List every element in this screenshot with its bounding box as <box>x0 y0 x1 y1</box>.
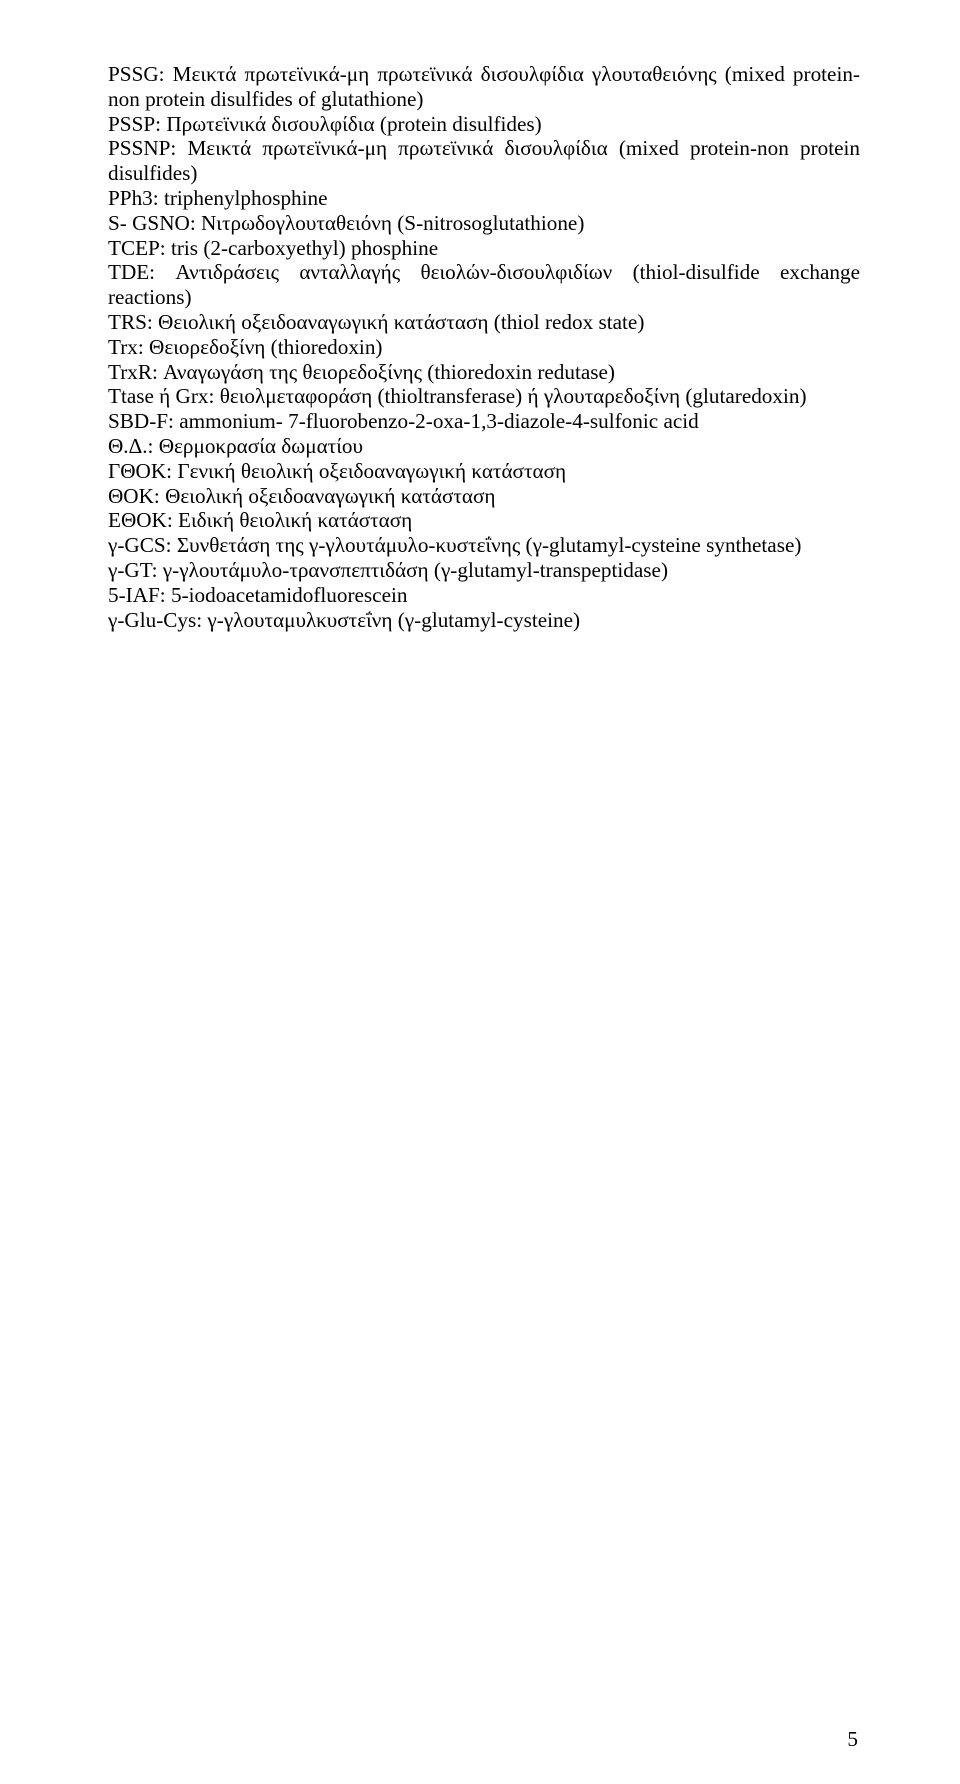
abbrev-tcep: TCEP: tris (2-carboxyethyl) phosphine <box>108 236 860 261</box>
abbrev-sgsno: S- GSNO: Νιτρωδογλουταθειόνη (S-nitrosog… <box>108 211 860 236</box>
document-page: PSSG: Μεικτά πρωτεϊνικά-μη πρωτεϊνικά δι… <box>0 0 960 1784</box>
abbrev-trx: Trx: Θειορεδοξίνη (thioredoxin) <box>108 335 860 360</box>
abbrev-thd: Θ.Δ.: Θερμοκρασία δωματίου <box>108 434 860 459</box>
abbrev-trs: TRS: Θειολική οξειδοαναγωγική κατάσταση … <box>108 310 860 335</box>
abbrev-sbdf: SBD-F: ammonium- 7-fluorobenzo-2-oxa-1,3… <box>108 409 860 434</box>
abbrev-trxr: TrxR: Αναγωγάση της θειορεδοξίνης (thior… <box>108 360 860 385</box>
abbrev-pssp: PSSP: Πρωτεϊνικά δισουλφίδια (protein di… <box>108 112 860 137</box>
abbrev-ttase: Ttase ή Grx: θειολμεταφοράση (thioltrans… <box>108 384 860 409</box>
abbrev-thok: ΘΟΚ: Θειολική οξειδοαναγωγική κατάσταση <box>108 484 860 509</box>
abbrev-pssg: PSSG: Μεικτά πρωτεϊνικά-μη πρωτεϊνικά δι… <box>108 62 860 112</box>
abbrev-ethok: ΕΘΟΚ: Ειδική θειολική κατάσταση <box>108 508 860 533</box>
abbrev-ggcs: γ-GCS: Συνθετάση της γ-γλουτάμυλο-κυστεΐ… <box>108 533 860 558</box>
abbrev-gthok: ΓΘΟΚ: Γενική θειολική οξειδοαναγωγική κα… <box>108 459 860 484</box>
abbrev-5iaf: 5-IAF: 5-iodoacetamidofluorescein <box>108 583 860 608</box>
abbrev-tde: TDE: Αντιδράσεις ανταλλαγής θειολών-δισο… <box>108 260 860 310</box>
abbrev-gglucys: γ-Glu-Cys: γ-γλουταμυλκυστεΐνη (γ-glutam… <box>108 608 860 633</box>
abbrev-ggt: γ-GT: γ-γλουτάμυλο-τρανσπεπτιδάση (γ-glu… <box>108 558 860 583</box>
abbrev-pph3: PPh3: triphenylphosphine <box>108 186 860 211</box>
abbrev-pssnp: PSSNP: Μεικτά πρωτεϊνικά-μη πρωτεϊνικά δ… <box>108 136 860 186</box>
page-number: 5 <box>847 1727 858 1752</box>
